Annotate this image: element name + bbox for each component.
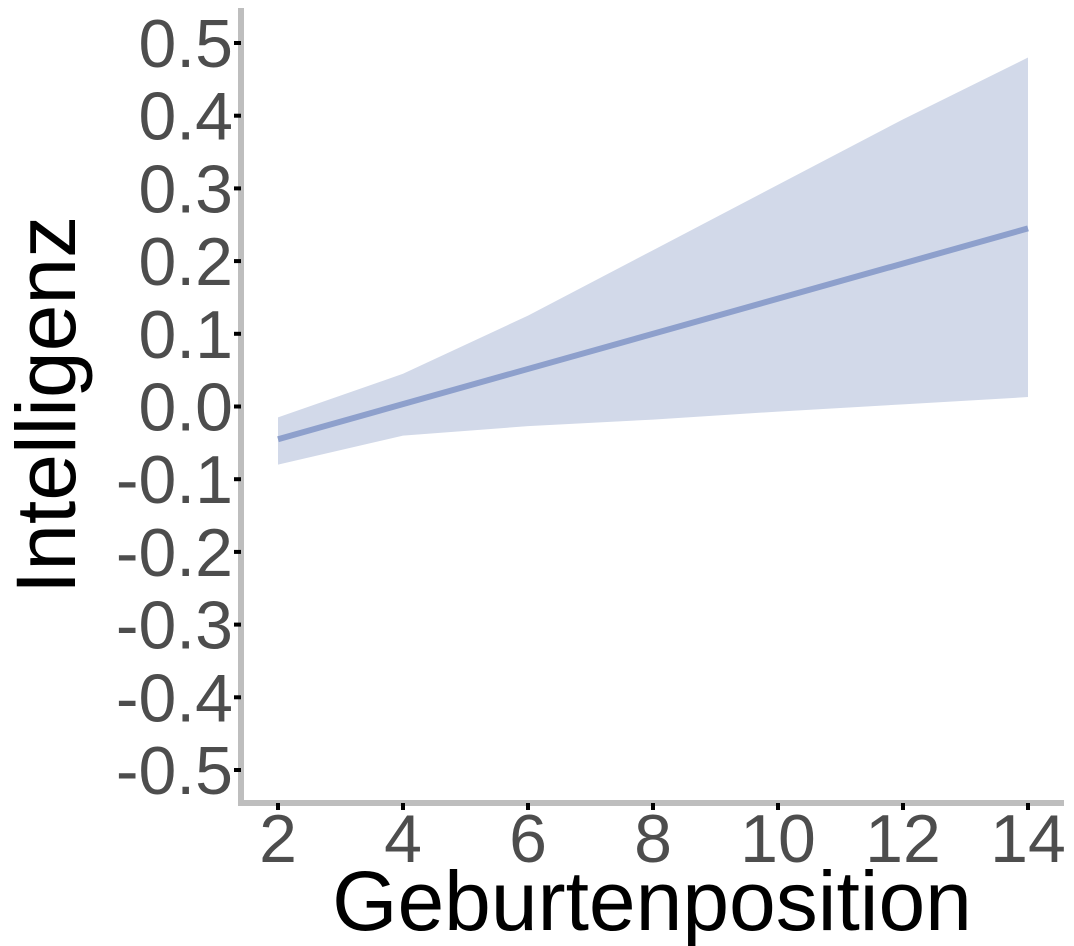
y-tick-label: 0.2: [138, 224, 233, 300]
x-tick-label: 10: [740, 801, 816, 877]
y-tick-label: 0.0: [138, 370, 233, 446]
y-tick-label: 0.5: [138, 6, 233, 82]
regression-line: [277, 225, 1029, 443]
x-tick-label: 6: [509, 801, 547, 877]
x-tick-label: 12: [865, 801, 941, 877]
x-axis-title: Geburtenposition: [332, 854, 972, 946]
plot-area: 0.50.40.30.20.10.0-0.1-0.2-0.3-0.4-0.5 2 4…: [116, 6, 1066, 877]
y-tick-label: 0.3: [138, 151, 233, 227]
confidence-band: [278, 57, 1028, 465]
x-tick-label: 14: [990, 801, 1066, 877]
y-tick-label: -0.2: [116, 515, 233, 591]
x-tick-label: 4: [384, 801, 422, 877]
y-tick-label: -0.1: [116, 442, 233, 518]
y-axis-title: Intelligenz: [0, 216, 93, 594]
y-tick-label: 0.4: [138, 79, 233, 155]
y-tick-label: -0.5: [116, 733, 233, 809]
y-tick-label: -0.3: [116, 588, 233, 664]
x-tick-label: 8: [634, 801, 672, 877]
y-tick-label: 0.1: [138, 297, 233, 373]
x-tick-label: 2: [259, 801, 297, 877]
y-tick-label: -0.4: [116, 660, 233, 736]
